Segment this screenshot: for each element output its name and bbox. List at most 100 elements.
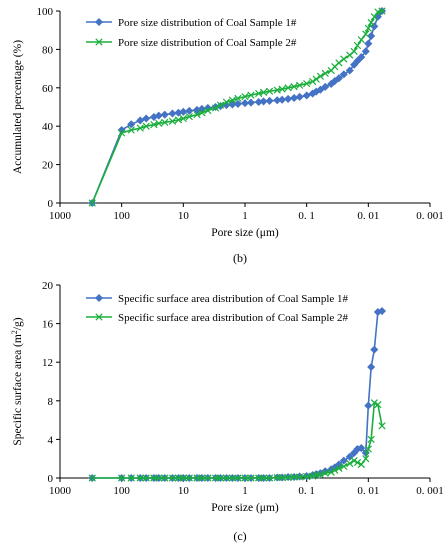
x-tick-label: 1000 bbox=[49, 485, 72, 497]
legend-entry-2: Pore size distribution of Coal Sample 2# bbox=[86, 37, 297, 49]
y-tick-label: 40 bbox=[42, 121, 54, 133]
legend-label: Specific surface area distribution of Co… bbox=[118, 293, 349, 305]
data-point bbox=[345, 452, 354, 461]
data-point bbox=[185, 474, 193, 482]
data-point bbox=[357, 460, 365, 469]
data-point bbox=[168, 109, 177, 118]
data-point bbox=[247, 474, 255, 482]
legend-marker bbox=[94, 17, 104, 27]
data-point bbox=[155, 474, 163, 482]
data-point bbox=[316, 85, 325, 94]
data-point bbox=[353, 41, 362, 50]
x-axis-label: Pore size (μm) bbox=[211, 502, 279, 514]
data-point bbox=[364, 24, 372, 32]
data-point bbox=[265, 474, 274, 482]
y-tick-label: 20 bbox=[42, 160, 54, 172]
figure-caption: (b) bbox=[233, 251, 247, 265]
data-point bbox=[193, 111, 201, 119]
data-point bbox=[362, 30, 370, 38]
data-point bbox=[361, 47, 370, 56]
x-tick-label: 0. 001 bbox=[416, 210, 444, 222]
data-point bbox=[321, 469, 329, 477]
legend-entry-2: Specific surface area distribution of Co… bbox=[86, 312, 349, 324]
data-point bbox=[216, 101, 225, 109]
y-tick-label: 0 bbox=[48, 473, 54, 485]
data-point bbox=[265, 96, 274, 105]
legend-entry-1: Specific surface area distribution of Co… bbox=[86, 293, 349, 305]
data-point bbox=[127, 120, 136, 129]
x-tick-label: 10 bbox=[178, 485, 190, 497]
data-point bbox=[247, 91, 255, 99]
data-point bbox=[357, 444, 366, 453]
data-point bbox=[136, 116, 145, 125]
data-point bbox=[345, 66, 354, 75]
x-tick-label: 100 bbox=[113, 485, 130, 497]
data-point bbox=[222, 474, 231, 482]
data-point bbox=[161, 474, 169, 482]
x-tick-label: 10 bbox=[178, 210, 190, 222]
data-point bbox=[321, 82, 330, 91]
data-point bbox=[198, 109, 206, 117]
data-point bbox=[185, 106, 194, 115]
y-tick-label: 80 bbox=[42, 44, 54, 56]
x-tick-label: 0. 1 bbox=[298, 210, 315, 222]
data-point bbox=[142, 474, 150, 482]
y-tick-label: 12 bbox=[42, 357, 53, 369]
data-point bbox=[367, 435, 375, 444]
data-point bbox=[339, 70, 348, 79]
data-point bbox=[340, 462, 348, 471]
data-point bbox=[127, 126, 135, 134]
data-point bbox=[278, 85, 286, 93]
data-point bbox=[179, 114, 187, 123]
legend-marker bbox=[94, 293, 104, 303]
data-point bbox=[331, 466, 339, 474]
data-point bbox=[234, 474, 242, 482]
data-point bbox=[118, 129, 126, 137]
data-point bbox=[295, 92, 304, 101]
data-point bbox=[204, 474, 212, 482]
data-point bbox=[296, 473, 304, 481]
data-point bbox=[216, 474, 225, 482]
data-point bbox=[241, 93, 249, 101]
data-point bbox=[302, 91, 311, 100]
data-point bbox=[367, 363, 376, 372]
data-point bbox=[357, 53, 366, 62]
legend-marker bbox=[95, 313, 103, 321]
data-point bbox=[198, 474, 206, 482]
x-tick-label: 0. 1 bbox=[298, 485, 315, 497]
data-point bbox=[136, 474, 144, 482]
data-point bbox=[155, 119, 163, 127]
data-point bbox=[88, 474, 96, 482]
data-point bbox=[303, 472, 311, 481]
legend-label: Pore size distribution of Coal Sample 1# bbox=[118, 17, 297, 29]
x-tick-label: 0. 001 bbox=[416, 485, 444, 497]
data-point bbox=[211, 104, 220, 112]
legend-label: Specific surface area distribution of Co… bbox=[118, 312, 349, 324]
y-axis-label: Accumulated percentage (%) bbox=[12, 40, 24, 174]
data-point bbox=[278, 473, 286, 482]
data-point bbox=[88, 199, 96, 207]
data-point bbox=[370, 345, 379, 354]
data-point bbox=[185, 112, 193, 121]
x-axis-label: Pore size (μm) bbox=[211, 227, 279, 239]
data-point bbox=[370, 13, 378, 21]
data-point bbox=[350, 47, 358, 55]
x-tick-label: 1 bbox=[242, 485, 248, 497]
data-point bbox=[118, 474, 126, 482]
legend-label: Pore size distribution of Coal Sample 2# bbox=[118, 37, 297, 49]
y-axis-label: Specific surface area (m2/g) bbox=[10, 317, 24, 445]
data-point bbox=[259, 88, 268, 97]
y-tick-label: 16 bbox=[42, 319, 54, 331]
y-tick-label: 4 bbox=[48, 434, 54, 446]
data-point bbox=[290, 83, 298, 91]
data-point bbox=[378, 7, 386, 15]
y-tick-label: 8 bbox=[48, 396, 54, 408]
data-point bbox=[312, 75, 320, 83]
data-point bbox=[346, 459, 354, 468]
data-point bbox=[284, 473, 292, 482]
data-point bbox=[160, 110, 169, 119]
data-point bbox=[364, 401, 373, 410]
data-point bbox=[240, 99, 250, 108]
data-point bbox=[335, 59, 343, 67]
data-point bbox=[204, 106, 212, 115]
